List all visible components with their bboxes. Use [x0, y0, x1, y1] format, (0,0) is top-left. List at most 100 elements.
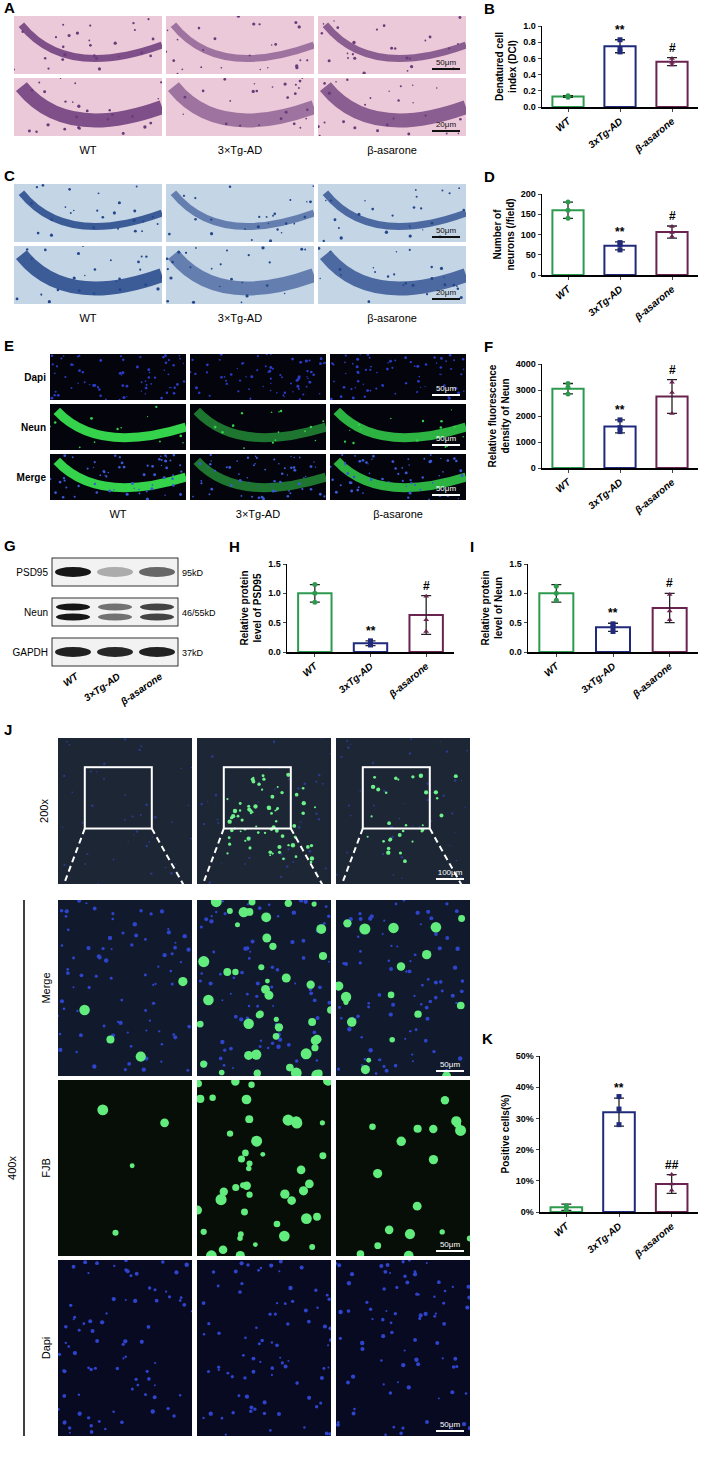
- svg-text:WT: WT: [79, 312, 96, 324]
- svg-text:D: D: [484, 168, 495, 185]
- svg-text:46/55kD: 46/55kD: [182, 608, 216, 618]
- svg-text:0: 0: [531, 463, 536, 473]
- svg-text:PSD95: PSD95: [16, 567, 48, 578]
- svg-text:200: 200: [521, 189, 536, 199]
- svg-text:**: **: [366, 624, 376, 638]
- svg-text:50: 50: [526, 250, 536, 260]
- svg-text:##: ##: [665, 1158, 679, 1172]
- svg-text:WT: WT: [79, 144, 96, 156]
- svg-text:#: #: [423, 579, 430, 593]
- svg-text:50μm: 50μm: [436, 58, 457, 67]
- svg-text:β-asarone: β-asarone: [630, 660, 675, 700]
- svg-text:50%: 50%: [516, 1051, 534, 1061]
- svg-text:4000: 4000: [516, 359, 536, 369]
- svg-text:0.8: 0.8: [523, 37, 536, 47]
- svg-text:0.6: 0.6: [523, 54, 536, 64]
- svg-text:20%: 20%: [516, 1145, 534, 1155]
- svg-text:20μm: 20μm: [436, 288, 457, 297]
- svg-text:WT: WT: [552, 1220, 572, 1239]
- svg-text:100μm: 100μm: [438, 868, 463, 877]
- svg-text:0.2: 0.2: [523, 86, 536, 96]
- svg-text:0.0: 0.0: [509, 647, 522, 657]
- svg-text:β-asarone: β-asarone: [632, 283, 677, 323]
- svg-text:E: E: [4, 337, 14, 354]
- svg-text:50μm: 50μm: [440, 1060, 461, 1069]
- svg-text:3×Tg-AD: 3×Tg-AD: [218, 312, 262, 324]
- svg-text:WT: WT: [542, 660, 562, 679]
- svg-text:Neun: Neun: [21, 422, 46, 433]
- svg-text:3xTg-AD: 3xTg-AD: [585, 1220, 624, 1255]
- svg-text:β-asarone: β-asarone: [386, 660, 431, 700]
- svg-text:β-asarone: β-asarone: [632, 1220, 677, 1260]
- svg-text:WT: WT: [554, 476, 574, 495]
- svg-text:B: B: [484, 0, 495, 17]
- svg-text:1.5: 1.5: [509, 559, 522, 569]
- svg-text:#: #: [669, 41, 676, 55]
- svg-text:1.0: 1.0: [523, 21, 536, 31]
- svg-text:FJB: FJB: [40, 1158, 52, 1178]
- svg-text:1000: 1000: [516, 437, 536, 447]
- svg-text:10%: 10%: [516, 1176, 534, 1186]
- svg-text:**: **: [608, 606, 618, 620]
- svg-text:400x: 400x: [6, 1156, 18, 1180]
- svg-text:Merge: Merge: [40, 972, 52, 1003]
- svg-text:50μm: 50μm: [436, 434, 457, 443]
- svg-text:C: C: [4, 167, 15, 184]
- svg-text:30%: 30%: [516, 1114, 534, 1124]
- svg-text:3×Tg-AD: 3×Tg-AD: [236, 508, 280, 520]
- svg-text:G: G: [4, 537, 16, 554]
- svg-text:Number ofneurons (/field): Number ofneurons (/field): [492, 198, 516, 270]
- svg-text:0%: 0%: [521, 1207, 534, 1217]
- svg-text:H: H: [229, 538, 240, 555]
- svg-text:β-asarone: β-asarone: [118, 670, 165, 707]
- svg-text:β-asarone: β-asarone: [367, 312, 417, 324]
- svg-text:β-asarone: β-asarone: [632, 476, 677, 516]
- svg-text:β-asarone: β-asarone: [367, 144, 417, 156]
- svg-text:A: A: [4, 0, 15, 16]
- svg-text:3xTg-AD: 3xTg-AD: [586, 115, 625, 150]
- svg-text:Positive cells(%): Positive cells(%): [500, 1095, 511, 1174]
- svg-text:Dapi: Dapi: [24, 372, 46, 383]
- svg-text:95kD: 95kD: [182, 568, 204, 578]
- svg-text:**: **: [615, 403, 625, 417]
- svg-text:3000: 3000: [516, 385, 536, 395]
- svg-text:3xTg-AD: 3xTg-AD: [336, 660, 375, 695]
- svg-text:F: F: [484, 338, 493, 355]
- svg-text:#: #: [669, 209, 676, 223]
- svg-text:Relative proteinlevel of PSD95: Relative proteinlevel of PSD95: [239, 570, 263, 645]
- svg-text:K: K: [482, 1030, 493, 1047]
- svg-text:β-asarone: β-asarone: [373, 508, 423, 520]
- svg-text:#: #: [666, 576, 673, 590]
- svg-text:0.5: 0.5: [509, 618, 522, 628]
- svg-text:**: **: [615, 23, 625, 37]
- svg-text:3xTg-AD: 3xTg-AD: [586, 283, 625, 318]
- svg-text:0.5: 0.5: [268, 618, 281, 628]
- svg-text:Relative fluorescencedensity o: Relative fluorescencedensity of Neun: [487, 364, 511, 467]
- svg-text:20μm: 20μm: [436, 120, 457, 129]
- svg-text:3xTg-AD: 3xTg-AD: [579, 660, 618, 695]
- svg-text:WT: WT: [554, 115, 574, 134]
- svg-text:0.4: 0.4: [523, 70, 536, 80]
- svg-text:3xTg-AD: 3xTg-AD: [586, 476, 625, 511]
- svg-text:150: 150: [521, 209, 536, 219]
- svg-text:**: **: [614, 1081, 624, 1095]
- svg-text:WT: WT: [61, 670, 81, 688]
- svg-text:1.5: 1.5: [268, 559, 281, 569]
- svg-text:37kD: 37kD: [182, 648, 204, 658]
- svg-text:100: 100: [521, 230, 536, 240]
- svg-text:50μm: 50μm: [440, 1420, 461, 1429]
- svg-text:3×Tg-AD: 3×Tg-AD: [218, 144, 262, 156]
- svg-text:Relative proteinlevel of Neun: Relative proteinlevel of Neun: [480, 570, 504, 645]
- svg-text:GAPDH: GAPDH: [12, 647, 48, 658]
- svg-text:**: **: [615, 225, 625, 239]
- svg-text:50μm: 50μm: [436, 384, 457, 393]
- svg-text:1.0: 1.0: [268, 588, 281, 598]
- svg-text:β-asarone: β-asarone: [632, 115, 677, 155]
- svg-text:#: #: [669, 363, 676, 377]
- svg-text:1.0: 1.0: [509, 588, 522, 598]
- svg-text:0.0: 0.0: [268, 647, 281, 657]
- svg-text:Dapi: Dapi: [40, 1337, 52, 1360]
- svg-text:J: J: [4, 721, 12, 738]
- svg-text:3×Tg-AD: 3×Tg-AD: [82, 671, 122, 704]
- svg-text:50μm: 50μm: [436, 484, 457, 493]
